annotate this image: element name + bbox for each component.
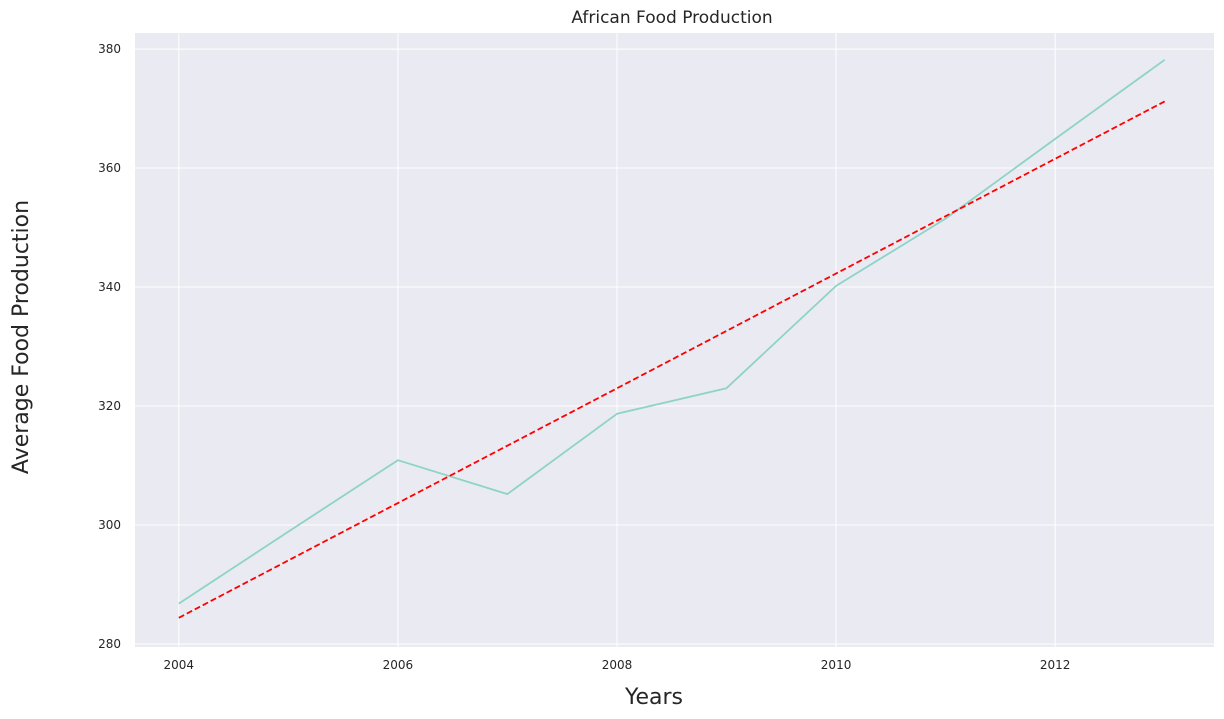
- x-axis-label: Years: [624, 685, 683, 710]
- y-tick-label: 320: [98, 399, 121, 413]
- x-tick-label: 2010: [821, 658, 852, 672]
- trend-line: [178, 100, 1166, 619]
- x-ticks: 2004 2006 2008 2010 2012: [164, 658, 1071, 672]
- y-tick-label: 360: [98, 161, 121, 175]
- y-tick-label: 280: [98, 637, 121, 651]
- plot-background: [135, 33, 1214, 647]
- data-line: [178, 59, 1166, 605]
- y-tick-label: 380: [98, 42, 121, 56]
- x-tick-label: 2004: [164, 658, 195, 672]
- x-tick-label: 2008: [602, 658, 633, 672]
- y-ticks: 280 300 320 340 360 380: [98, 42, 121, 651]
- x-tick-label: 2012: [1040, 658, 1071, 672]
- x-tick-label: 2006: [383, 658, 414, 672]
- grid: [135, 33, 1214, 647]
- y-axis-label: Average Food Production: [9, 200, 34, 474]
- chart-title: African Food Production: [571, 8, 772, 28]
- y-tick-label: 340: [98, 280, 121, 294]
- series-layer: [178, 59, 1166, 619]
- y-tick-label: 300: [98, 518, 121, 532]
